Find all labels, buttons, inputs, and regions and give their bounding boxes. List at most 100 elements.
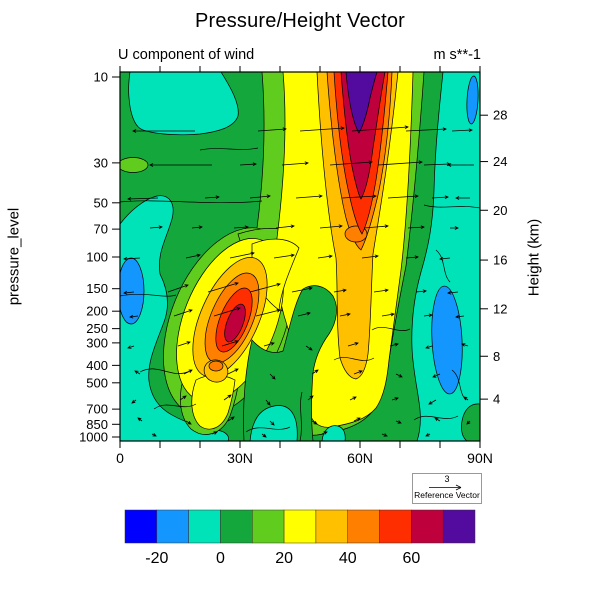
y-tick-label-height: 8 <box>493 349 500 364</box>
contour-region <box>120 257 145 325</box>
y-tick-label-pressure: 400 <box>86 358 108 373</box>
contour-region <box>461 403 480 441</box>
wind-vector-arrow <box>261 433 267 438</box>
colorbar-cell <box>188 509 221 544</box>
wind-vector-arrow <box>257 127 287 132</box>
wind-vector-arrow <box>132 129 195 133</box>
wind-vector-arrow <box>461 343 469 347</box>
colorbar-cell <box>347 509 380 544</box>
contour-region <box>224 303 246 343</box>
contour-region <box>411 72 480 441</box>
y-axis-label-right: Height (km) <box>525 218 543 297</box>
wind-vector-arrow <box>229 251 255 259</box>
wind-vector-arrow <box>349 396 357 401</box>
y-tick-label-pressure: 250 <box>86 321 108 336</box>
y-tick-label-height: 24 <box>493 154 507 169</box>
wind-vector-arrow <box>173 309 193 317</box>
wind-vector-arrow <box>179 395 187 401</box>
wind-vector-arrow <box>127 197 159 201</box>
y-tick-label-height: 20 <box>493 203 507 218</box>
wind-vector-arrow <box>405 255 419 260</box>
wind-vector-arrow <box>373 288 389 293</box>
wind-vector-arrow <box>273 253 295 259</box>
wind-vector-arrow <box>391 397 399 401</box>
contour-line <box>120 200 263 204</box>
colorbar-label: 20 <box>275 550 293 567</box>
x-tick-label: 60N <box>347 450 373 466</box>
wind-vector-arrow <box>381 433 388 437</box>
wind-vector-arrow <box>455 196 470 200</box>
wind-vector-arrow <box>425 433 431 437</box>
wind-vector-arrow <box>425 345 433 349</box>
contour-line <box>245 426 291 433</box>
colorbar-cell <box>156 509 189 544</box>
y-axis-label-left: pressure_level <box>5 207 23 306</box>
wind-vector-arrow <box>428 399 437 405</box>
wind-vector-arrow <box>239 162 257 167</box>
y-tick-label-pressure: 10 <box>94 70 108 85</box>
wind-vector-arrow <box>387 194 419 199</box>
contour-line <box>299 391 303 441</box>
wind-vector-arrow <box>233 225 249 230</box>
contour-line <box>413 415 459 421</box>
contour-field <box>120 72 480 441</box>
y-tick-label-pressure: 30 <box>94 155 108 170</box>
colorbar-cell <box>252 509 285 544</box>
wind-vector-arrow <box>395 420 402 424</box>
wind-vector-arrow <box>131 399 137 404</box>
x-tick-label: 30N <box>227 450 253 466</box>
y-tick-label-pressure: 50 <box>94 195 108 210</box>
colorbar-label: -20 <box>145 550 168 567</box>
wind-vector-arrow <box>149 163 212 167</box>
wind-vector-arrow <box>227 416 235 422</box>
y-tick-label-pressure: 150 <box>86 281 108 296</box>
wind-vector-arrow <box>447 290 459 295</box>
wind-vector-arrow <box>466 420 471 425</box>
wind-vector-arrow <box>353 370 363 375</box>
wind-vector-arrow <box>415 289 427 294</box>
reference-vector-box: 3 Reference Vector <box>412 473 482 504</box>
y-tick-label-pressure: 300 <box>86 335 108 350</box>
wind-vector-arrow <box>249 283 281 293</box>
wind-vector-arrow <box>249 194 271 199</box>
wind-vector-arrow <box>223 394 232 401</box>
wind-vector-arrow <box>127 345 135 349</box>
x-tick-label: 0 <box>116 450 124 466</box>
y-tick-label-pressure: 500 <box>86 375 108 390</box>
wind-vector-arrow <box>347 342 359 347</box>
plot-title: Pressure/Height Vector <box>194 10 406 32</box>
wind-vector-arrow <box>299 126 345 132</box>
colorbar-cell <box>442 509 476 544</box>
wind-vector-arrow <box>151 433 157 437</box>
wind-vector-arrow <box>423 313 433 318</box>
wind-vector-arrow <box>227 368 239 375</box>
colorbar-cell <box>411 509 444 544</box>
wind-vector-arrow <box>451 128 473 132</box>
wind-vector-arrow <box>177 341 191 347</box>
wind-vector-arrow <box>432 373 441 378</box>
plot-subtitle-left: U component of wind <box>118 47 255 63</box>
y-tick-label-pressure: 700 <box>86 402 108 417</box>
y-tick-label-height: 4 <box>493 392 500 407</box>
wind-vector-arrow <box>207 282 239 293</box>
wind-vector-arrow <box>311 369 319 375</box>
wind-vector-arrow <box>297 311 311 317</box>
colorbar-label: 0 <box>216 550 225 567</box>
reference-vector-arrow-icon <box>429 484 462 491</box>
y-tick-label-pressure: 1000 <box>79 430 108 445</box>
wind-vector-arrow <box>204 195 220 200</box>
colorbar-cell <box>124 509 158 544</box>
colorbar-cell <box>379 509 412 544</box>
wind-vector-arrow <box>405 127 447 132</box>
wind-vector-arrow <box>183 369 193 375</box>
wind-vector-arrow <box>333 288 347 293</box>
contour-region <box>466 75 479 125</box>
contour-region <box>431 285 463 395</box>
wind-vector-arrow <box>191 225 203 230</box>
colorbar-cell <box>315 509 348 544</box>
wind-vector-arrow <box>275 224 295 229</box>
wind-vector-arrow <box>305 345 313 351</box>
contour-line <box>139 368 191 374</box>
x-tick-label: 90N <box>467 450 493 466</box>
